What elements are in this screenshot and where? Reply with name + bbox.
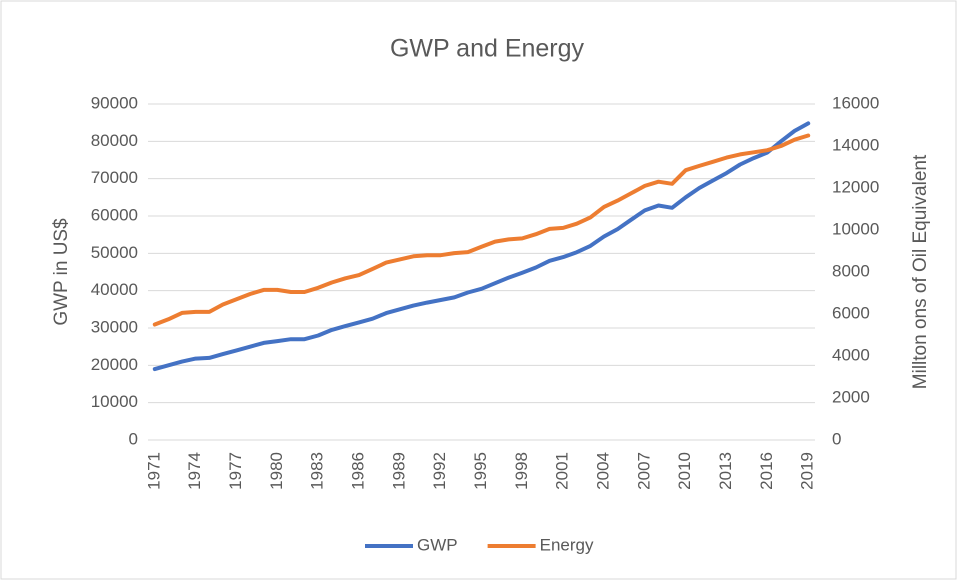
y-tick-label: 20000 bbox=[91, 355, 138, 374]
y-tick-label: 70000 bbox=[91, 168, 138, 187]
chart-title: GWP and Energy bbox=[390, 35, 585, 63]
legend-label: Energy bbox=[540, 535, 594, 554]
series-line bbox=[152, 133, 811, 327]
x-tick-label: 2016 bbox=[757, 452, 776, 490]
x-tick-label: 2004 bbox=[593, 452, 612, 490]
y-tick-label: 30000 bbox=[91, 317, 138, 336]
y2-axis-title: Millton ons of Oil Equivalent bbox=[910, 154, 931, 389]
y2-tick-label: 6000 bbox=[832, 303, 870, 322]
y2-tick-label: 8000 bbox=[832, 261, 870, 280]
x-tick-label: 1980 bbox=[267, 452, 286, 490]
x-tick-label: 1974 bbox=[185, 452, 204, 490]
y-tick-label: 40000 bbox=[91, 280, 138, 299]
y-tick-label: 60000 bbox=[91, 205, 138, 224]
x-tick-label: 1971 bbox=[144, 452, 163, 490]
y2-tick-label: 2000 bbox=[832, 387, 870, 406]
x-tick-label: 1986 bbox=[348, 452, 367, 490]
x-tick-label: 1992 bbox=[430, 452, 449, 490]
y-tick-label: 0 bbox=[129, 429, 138, 448]
y-tick-label: 50000 bbox=[91, 243, 138, 262]
y2-tick-label: 12000 bbox=[832, 177, 879, 196]
x-tick-label: 2019 bbox=[798, 452, 817, 490]
y-tick-label: 90000 bbox=[91, 93, 138, 112]
x-tick-label: 2001 bbox=[553, 452, 572, 490]
series-line bbox=[152, 121, 811, 372]
x-tick-label: 1995 bbox=[471, 452, 490, 490]
x-tick-label: 1998 bbox=[512, 452, 531, 490]
x-tick-label: 2013 bbox=[716, 452, 735, 490]
y2-tick-label: 4000 bbox=[832, 345, 870, 364]
legend-label: GWP bbox=[417, 535, 458, 554]
x-tick-label: 1989 bbox=[389, 452, 408, 490]
x-tick-label: 2007 bbox=[634, 452, 653, 490]
x-tick-label: 2010 bbox=[675, 452, 694, 490]
x-tick-label: 1983 bbox=[308, 452, 327, 490]
y-tick-label: 80000 bbox=[91, 131, 138, 150]
y2-tick-label: 14000 bbox=[832, 135, 879, 154]
x-tick-label: 1977 bbox=[226, 452, 245, 490]
y2-tick-label: 16000 bbox=[832, 93, 879, 112]
y-axis-title: GWP in US$ bbox=[51, 218, 72, 326]
y-tick-label: 10000 bbox=[91, 392, 138, 411]
y2-tick-label: 10000 bbox=[832, 219, 879, 238]
y2-tick-label: 0 bbox=[832, 429, 841, 448]
